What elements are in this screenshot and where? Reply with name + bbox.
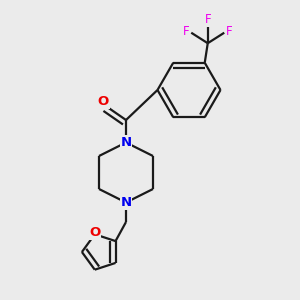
Text: F: F bbox=[226, 25, 233, 38]
Text: O: O bbox=[98, 95, 109, 109]
Text: O: O bbox=[89, 226, 100, 239]
Text: N: N bbox=[120, 196, 132, 209]
Text: F: F bbox=[204, 13, 211, 26]
Text: N: N bbox=[120, 136, 132, 149]
Text: F: F bbox=[182, 25, 189, 38]
